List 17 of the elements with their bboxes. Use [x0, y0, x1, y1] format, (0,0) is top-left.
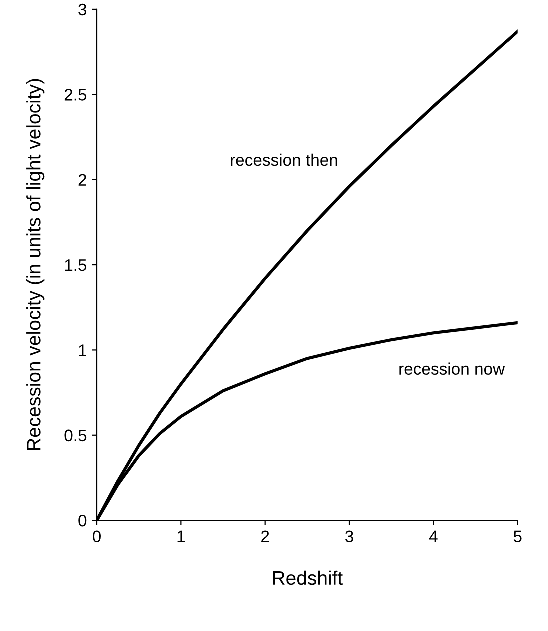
- y-tick-label: 2.5: [64, 89, 87, 101]
- y-tick-label: 1.5: [65, 260, 87, 272]
- y-tick-label: 0: [78, 514, 87, 527]
- y-tick-label: 1: [79, 344, 86, 356]
- x-tick-label: 0: [93, 530, 101, 543]
- y-tick-label: 3: [78, 4, 87, 16]
- x-axis-title: Redshift: [273, 570, 343, 586]
- x-tick-label: 4: [429, 530, 438, 542]
- y-tick-label: 0.5: [64, 430, 87, 442]
- x-tick-label: 3: [346, 530, 354, 543]
- x-tick-label: 5: [514, 530, 522, 543]
- series-label: recession now: [400, 362, 506, 376]
- y-axis-title: Recession velocity (in units of light velocity): [26, 79, 45, 450]
- x-tick-label: 2: [262, 530, 270, 542]
- x-tick-label: 1: [178, 530, 185, 542]
- y-tick-label: 2: [78, 174, 86, 186]
- series-label: recession then: [231, 154, 338, 166]
